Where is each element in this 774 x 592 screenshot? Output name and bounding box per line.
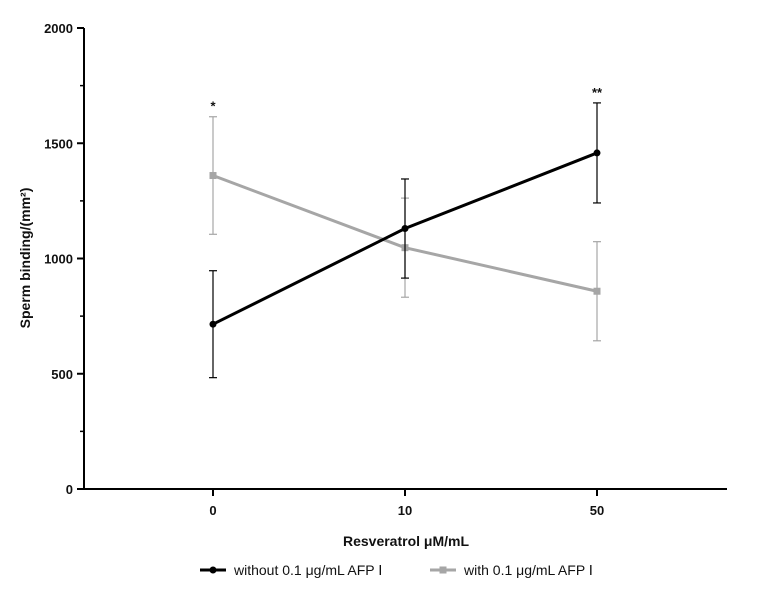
y-tick-label: 1000 xyxy=(44,252,73,267)
legend-item-2: with 0.1 μg/mL AFP Ⅰ xyxy=(430,562,593,578)
data-point xyxy=(593,149,601,157)
data-point xyxy=(401,225,409,233)
x-axis-title: Resveratrol μM/mL xyxy=(343,533,469,549)
y-tick-label: 0 xyxy=(66,482,73,497)
legend-label: without 0.1 μg/mL AFP Ⅰ xyxy=(233,562,382,578)
y-axis-title: Sperm binding/(mm²) xyxy=(17,188,33,329)
x-tick-label: 50 xyxy=(590,503,604,518)
legend-item-1: without 0.1 μg/mL AFP Ⅰ xyxy=(200,562,382,578)
axes: 0 500 1000 1500 2000 0 10 50 xyxy=(44,21,727,518)
significance-marker: ** xyxy=(592,85,603,100)
annotations: *** xyxy=(210,85,603,114)
legend-marker xyxy=(209,566,217,574)
data-point xyxy=(209,320,217,328)
legend-marker xyxy=(439,566,447,574)
series-layer xyxy=(209,102,601,379)
y-tick-label: 500 xyxy=(51,367,73,382)
x-tick-label: 0 xyxy=(209,503,216,518)
series-1 xyxy=(209,102,601,379)
data-point xyxy=(593,287,601,295)
y-tick-label: 1500 xyxy=(44,136,73,151)
significance-marker: * xyxy=(210,99,216,114)
y-tick-label: 2000 xyxy=(44,21,73,36)
legend-label: with 0.1 μg/mL AFP Ⅰ xyxy=(463,562,593,578)
legend: without 0.1 μg/mL AFP Ⅰ with 0.1 μg/mL AF… xyxy=(200,562,593,578)
x-tick-label: 10 xyxy=(398,503,412,518)
data-point xyxy=(209,172,217,180)
